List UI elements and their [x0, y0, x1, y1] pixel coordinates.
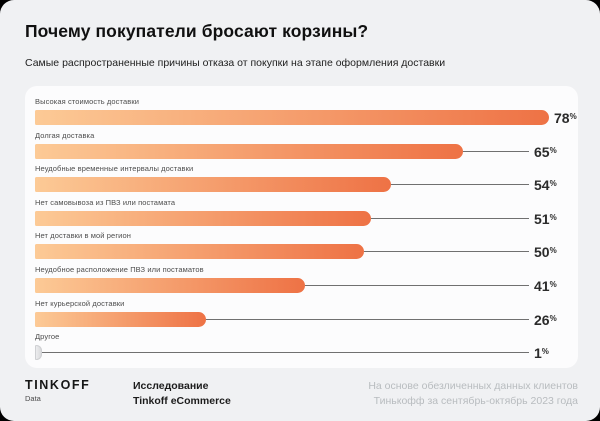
percent-number: 78 [554, 110, 570, 126]
bar-track: 51% [35, 210, 566, 227]
bar-track: 26% [35, 311, 566, 328]
study-credit-line1: Исследование [133, 380, 209, 392]
bar-track: 54% [35, 176, 566, 193]
percent-value: 51% [534, 210, 566, 227]
tinkoff-data-logo: TINKOFF Data [25, 379, 133, 403]
chart-card: Высокая стоимость доставки 78% Долгая до… [25, 86, 578, 368]
bar-row: Неудобное расположение ПВЗ или постамато… [35, 263, 566, 297]
percent-value: 65% [534, 143, 566, 160]
bar-track: 41% [35, 277, 566, 294]
bar-track: 65% [35, 143, 566, 160]
bar [35, 277, 306, 293]
bar-track: 50% [35, 243, 566, 260]
bar-label: Высокая стоимость доставки [35, 97, 139, 106]
leader-line [364, 251, 529, 253]
percent-number: 26 [534, 311, 550, 328]
bar-label: Нет курьерской доставки [35, 298, 125, 308]
leader-line [463, 150, 529, 152]
page-title: Почему покупатели бросают корзины? [25, 21, 369, 41]
percent-sign: % [541, 347, 549, 357]
leader-line [41, 352, 529, 354]
percent-number: 51 [534, 210, 550, 227]
bar [35, 143, 464, 159]
bar [35, 311, 207, 327]
percent-value: 50% [534, 243, 566, 260]
bar-row: Нет самовывоза из ПВЗ или постамата 51% [35, 196, 566, 230]
data-source-note-line2: Тинькофф за сентябрь-октябрь 2023 года [373, 394, 578, 407]
percent-number: 50 [534, 244, 550, 261]
bar [35, 110, 549, 125]
bar [35, 210, 372, 226]
logo-sublabel: Data [25, 394, 41, 403]
percent-sign: % [549, 313, 557, 323]
percent-sign: % [549, 279, 557, 289]
percent-value: 54% [534, 176, 566, 193]
leader-line [371, 217, 529, 219]
percent-number: 1 [534, 345, 542, 362]
bar-row: Другое 1% [35, 330, 566, 364]
percent-value: 41% [534, 277, 566, 294]
percent-sign: % [569, 112, 577, 121]
bar-track: 78% [35, 110, 577, 126]
percent-number: 65 [534, 143, 550, 160]
bar-row: Высокая стоимость доставки 78% [35, 95, 577, 129]
page-subtitle: Самые распространенные причины отказа от… [25, 57, 446, 69]
percent-sign: % [549, 212, 557, 222]
bar [35, 244, 365, 260]
percent-sign: % [549, 179, 557, 189]
leader-line [390, 184, 529, 186]
bar-label: Другое [35, 332, 60, 342]
bar-row: Долгая доставка 65% [35, 129, 566, 163]
leader-line [305, 284, 529, 286]
percent-number: 54 [534, 177, 550, 194]
bar-label: Долгая доставка [35, 130, 95, 140]
percent-sign: % [549, 145, 557, 155]
bar-row: Нет доставки в мой регион 50% [35, 229, 566, 263]
percent-value: 78% [554, 109, 586, 126]
percent-value: 26% [534, 311, 566, 328]
percent-sign: % [549, 246, 557, 256]
chart-rows: Высокая стоимость доставки 78% Долгая до… [35, 95, 577, 364]
bar-track: 1% [35, 344, 566, 361]
percent-value: 1% [534, 344, 566, 361]
bar [35, 345, 42, 361]
bar-label: Нет самовывоза из ПВЗ или постамата [35, 197, 176, 207]
study-credit: Исследование Tinkoff eCommerce [133, 379, 231, 408]
logo-wordmark: TINKOFF [25, 378, 91, 392]
bar-row: Неудобные временные интервалы доставки 5… [35, 162, 566, 196]
bar [35, 177, 391, 193]
leader-line [206, 318, 529, 320]
data-source-note-line1: На основе обезличенных данных клиентов [368, 380, 578, 392]
footer: TINKOFF Data Исследование Tinkoff eComme… [25, 379, 578, 408]
bar-label: Нет доставки в мой регион [35, 231, 131, 241]
study-credit-line2: Tinkoff eCommerce [133, 394, 231, 407]
bar-row: Нет курьерской доставки 26% [35, 297, 566, 331]
bar-label: Неудобное расположение ПВЗ или постамато… [35, 264, 204, 274]
bar-label: Неудобные временные интервалы доставки [35, 164, 194, 174]
percent-number: 41 [534, 277, 550, 294]
data-source-note: На основе обезличенных данных клиентов Т… [368, 379, 578, 408]
